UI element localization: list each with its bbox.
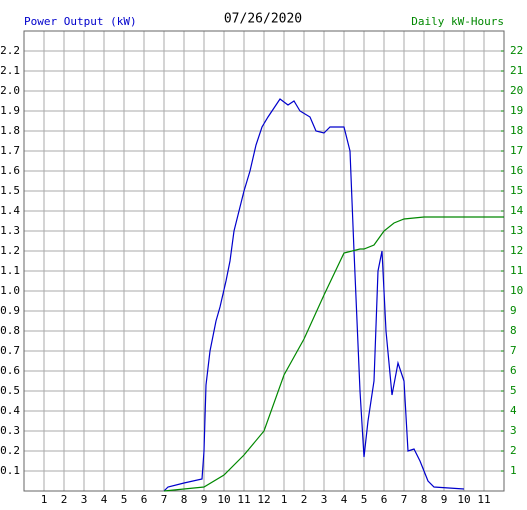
y-tick-label: 1.9 xyxy=(0,104,20,117)
y2-tick-label: 3 xyxy=(510,424,517,437)
y-tick-label: 0.6 xyxy=(0,364,20,377)
x-tick-label: 4 xyxy=(341,493,348,506)
y2-tick-label: 17 xyxy=(510,144,523,157)
y2-tick-label: 15 xyxy=(510,184,523,197)
x-tick-label: 7 xyxy=(161,493,168,506)
y-tick-label: 1.1 xyxy=(0,264,20,277)
x-tick-label: 1 xyxy=(41,493,48,506)
y-tick-label: 1.4 xyxy=(0,204,20,217)
chart-title: 07/26/2020 xyxy=(224,12,302,27)
y2-tick-label: 20 xyxy=(510,84,523,97)
x-tick-label: 4 xyxy=(101,493,108,506)
x-tick-label: 3 xyxy=(81,493,88,506)
y-tick-label: 0.8 xyxy=(0,324,20,337)
y2-tick-label: 16 xyxy=(510,164,523,177)
y2-tick-label: 19 xyxy=(510,104,523,117)
series-line xyxy=(163,98,465,492)
y2-tick-label: 14 xyxy=(510,204,524,217)
x-tick-label: 1 xyxy=(281,493,288,506)
y2-axis-title: Daily kW-Hours xyxy=(411,15,504,28)
y2-tick-label: 13 xyxy=(510,224,523,237)
x-tick-label: 8 xyxy=(181,493,188,506)
y-tick-label: 1.8 xyxy=(0,124,20,137)
y2-tick-label: 12 xyxy=(510,244,523,257)
x-tick-label: 6 xyxy=(141,493,148,506)
y-tick-label: 1.7 xyxy=(0,144,20,157)
series-line xyxy=(163,216,504,492)
y-axis-title: Power Output (kW) xyxy=(24,15,137,28)
y2-tick-label: 11 xyxy=(510,264,523,277)
y2-tick-label: 7 xyxy=(510,344,517,357)
y-tick-label: 1.2 xyxy=(0,244,20,257)
y2-tick-label: 5 xyxy=(510,384,517,397)
plot-border xyxy=(23,30,505,492)
x-tick-label: 5 xyxy=(361,493,368,506)
x-tick-label: 2 xyxy=(61,493,68,506)
y-tick-label: 0.4 xyxy=(0,404,20,417)
y-tick-label: 1.6 xyxy=(0,164,20,177)
y2-tick-label: 1 xyxy=(510,464,517,477)
y-tick-label: 0.2 xyxy=(0,444,20,457)
y-tick-label: 0.5 xyxy=(0,384,20,397)
x-tick-label: 5 xyxy=(121,493,128,506)
x-tick-label: 10 xyxy=(217,493,230,506)
x-tick-label: 7 xyxy=(401,493,408,506)
x-tick-label: 6 xyxy=(381,493,388,506)
y2-tick-label: 21 xyxy=(510,64,523,77)
y-tick-label: 0.7 xyxy=(0,344,20,357)
x-tick-label: 11 xyxy=(477,493,490,506)
y2-tick-label: 2 xyxy=(510,444,517,457)
y-tick-label: 2.2 xyxy=(0,44,20,57)
x-tick-label: 2 xyxy=(301,493,308,506)
y2-tick-label: 10 xyxy=(510,284,523,297)
y2-tick-label: 22 xyxy=(510,44,523,57)
x-tick-label: 9 xyxy=(201,493,208,506)
x-tick-label: 11 xyxy=(237,493,250,506)
y2-tick-label: 9 xyxy=(510,304,517,317)
y2-tick-label: 6 xyxy=(510,364,517,377)
x-tick-label: 3 xyxy=(321,493,328,506)
y-tick-label: 2.1 xyxy=(0,64,20,77)
y-tick-label: 0.9 xyxy=(0,304,20,317)
x-tick-label: 10 xyxy=(457,493,470,506)
x-tick-label: 8 xyxy=(421,493,428,506)
y-tick-label: 0.3 xyxy=(0,424,20,437)
x-tick-label: 12 xyxy=(257,493,270,506)
y-tick-label: 1.0 xyxy=(0,284,20,297)
y-tick-label: 1.5 xyxy=(0,184,20,197)
y2-tick-label: 4 xyxy=(510,404,517,417)
y2-tick-label: 18 xyxy=(510,124,523,137)
y-tick-label: 1.3 xyxy=(0,224,20,237)
y2-tick-label: 8 xyxy=(510,324,517,337)
y-tick-label: 0.1 xyxy=(0,464,20,477)
x-tick-label: 9 xyxy=(441,493,448,506)
y-tick-label: 2.0 xyxy=(0,84,20,97)
